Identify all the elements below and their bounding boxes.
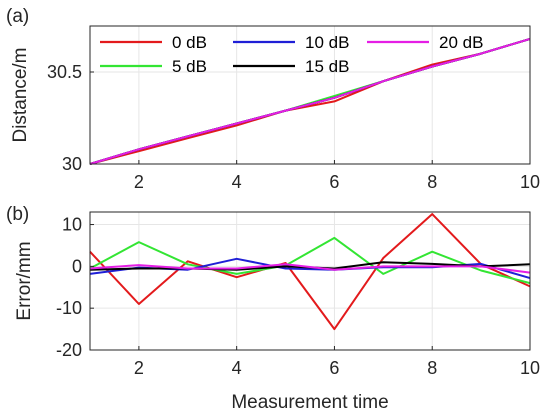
series-line-20-db (89, 37, 531, 165)
y-tick-label: 10 (62, 215, 82, 235)
legend-label: 0 dB (172, 33, 207, 52)
panel-b-label: (b) (6, 204, 29, 225)
panel-b-x-axis-label: Measurement time (231, 392, 388, 413)
panel-a-distance-chart: 2 4 6 8 10 30 30.5 (a) Distance/m 0 dB 10 dB 20… (6, 6, 540, 192)
y-tick-label: 30 (62, 154, 82, 174)
panel-b-series (89, 213, 531, 331)
panel-a-y-axis-label: Distance/m (10, 47, 31, 142)
panel-a-frame (89, 25, 531, 165)
panel-a-legend: 0 dB 10 dB 20 dB 5 dB 15 dB (100, 33, 483, 76)
x-tick-label: 2 (134, 358, 144, 378)
panel-a-y-ticks: 30 30.5 (47, 62, 94, 174)
legend-label: 5 dB (172, 57, 207, 76)
y-tick-label: -20 (56, 340, 82, 360)
x-tick-label: 6 (329, 172, 339, 192)
legend-label: 15 dB (305, 57, 349, 76)
x-tick-label: 10 (520, 172, 540, 192)
x-tick-label: 10 (520, 358, 540, 378)
panel-a-label: (a) (6, 6, 29, 27)
x-tick-label: 2 (134, 172, 144, 192)
x-tick-label: 8 (427, 358, 437, 378)
legend-label: 10 dB (305, 33, 349, 52)
legend-label: 20 dB (439, 33, 483, 52)
panel-a-series (89, 37, 531, 165)
y-tick-label: -10 (56, 298, 82, 318)
x-tick-label: 6 (329, 358, 339, 378)
y-tick-label: 0 (72, 256, 82, 276)
x-tick-label: 4 (232, 172, 242, 192)
panel-b-error-chart: 2 4 6 8 10 -20 -10 0 10 (b) Error/mm Measuremen… (6, 204, 540, 413)
x-tick-label: 8 (427, 172, 437, 192)
panel-a-x-ticks: 2 4 6 8 10 (134, 160, 540, 192)
series-line-20-db (89, 263, 531, 274)
series-line-0-db (89, 213, 531, 331)
y-tick-label: 30.5 (47, 62, 82, 82)
x-tick-label: 4 (232, 358, 242, 378)
series-line-5-db (89, 236, 531, 285)
panel-b-x-ticks: 2 4 6 8 10 (134, 346, 540, 378)
panel-b-frame (89, 211, 531, 351)
panel-b-y-ticks: -20 -10 0 10 (56, 215, 94, 360)
panel-b-y-axis-label: Error/mm (14, 241, 35, 320)
panel-b-grid (90, 212, 531, 351)
